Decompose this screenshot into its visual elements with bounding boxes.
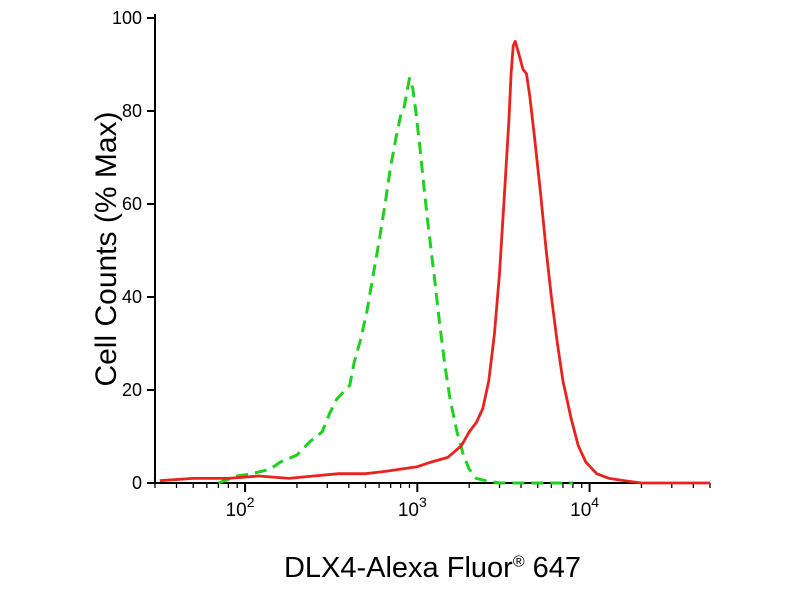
y-axis-label: Cell Counts (% Max) [90,64,124,434]
y-tick-label: 40 [122,287,142,307]
y-tick-label: 60 [122,194,142,214]
x-axis-label-suffix: 647 [524,552,582,584]
x-tick-label: 104 [570,494,599,521]
x-tick-label: 103 [398,494,427,521]
y-tick-label: 80 [122,101,142,121]
x-axis-label-text: DLX4-Alexa Fluor [283,552,513,584]
x-tick-label: 102 [226,494,255,521]
y-tick-label: 20 [122,380,142,400]
series-control-green-dashed [217,76,573,485]
y-tick-label: 100 [112,8,142,28]
registered-trademark-symbol: ® [512,553,525,571]
series-dlx4-red-solid [159,39,710,485]
y-tick-label: 0 [132,473,142,493]
y-axis-label-text: Cell Counts (% Max) [90,111,123,387]
x-axis-label: DLX4-Alexa Fluor® 647 [155,552,710,585]
